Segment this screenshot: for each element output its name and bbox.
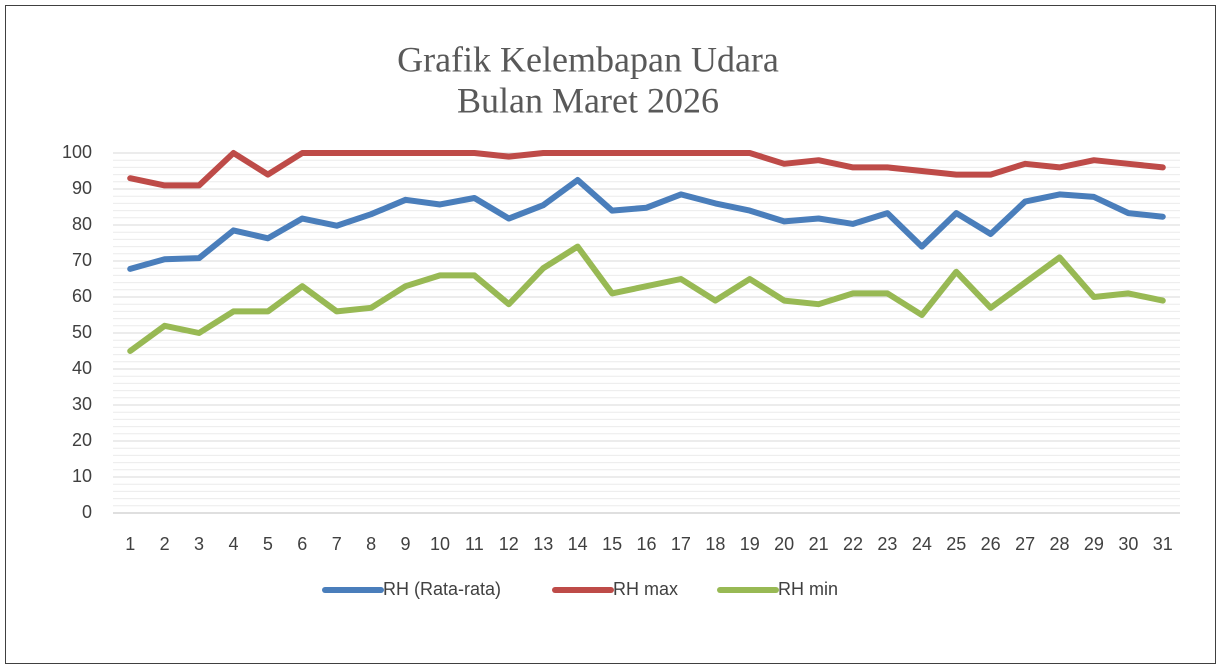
x-tick-label: 26 [981,534,1001,554]
x-tick-label: 8 [366,534,376,554]
x-tick-label: 14 [568,534,588,554]
x-tick-label: 3 [194,534,204,554]
x-tick-label: 18 [705,534,725,554]
y-tick-label: 80 [72,214,92,234]
y-tick-label: 30 [72,394,92,414]
x-tick-label: 5 [263,534,273,554]
legend-label: RH max [613,579,678,599]
x-tick-label: 11 [465,534,484,554]
x-tick-label: 16 [636,534,656,554]
x-tick-label: 31 [1153,534,1173,554]
x-tick-label: 30 [1118,534,1138,554]
x-tick-label: 27 [1015,534,1035,554]
x-tick-label: 9 [401,534,411,554]
x-tick-label: 1 [125,534,135,554]
x-tick-label: 21 [809,534,829,554]
chart-frame [5,5,1216,664]
y-tick-label: 70 [72,250,92,270]
legend-label: RH min [778,579,838,599]
y-tick-label: 50 [72,322,92,342]
x-tick-label: 15 [602,534,622,554]
x-tick-label: 29 [1084,534,1104,554]
x-tick-label: 19 [740,534,760,554]
y-tick-label: 60 [72,286,92,306]
x-tick-label: 13 [533,534,553,554]
y-tick-label: 40 [72,358,92,378]
x-tick-label: 2 [160,534,170,554]
y-tick-label: 0 [82,502,92,522]
series-line [127,243,1166,354]
series-line [127,150,1166,189]
x-tick-label: 24 [912,534,932,554]
chart-title: Grafik Kelembapan Udara [397,39,779,79]
x-tick-label: 7 [332,534,342,554]
x-tick-label: 12 [499,534,519,554]
x-tick-label: 10 [430,534,450,554]
x-tick-label: 20 [774,534,794,554]
y-tick-label: 100 [62,142,92,162]
chart-title: Bulan Maret 2026 [457,80,719,120]
x-tick-label: 22 [843,534,863,554]
x-tick-label: 23 [877,534,897,554]
y-tick-label: 90 [72,178,92,198]
y-tick-label: 20 [72,430,92,450]
x-tick-label: 17 [671,534,691,554]
x-tick-label: 25 [946,534,966,554]
x-tick-label: 28 [1050,534,1070,554]
x-tick-label: 4 [228,534,238,554]
legend-label: RH (Rata-rata) [383,579,501,599]
series-line [127,177,1166,272]
y-tick-label: 10 [72,466,92,486]
x-tick-label: 6 [297,534,307,554]
